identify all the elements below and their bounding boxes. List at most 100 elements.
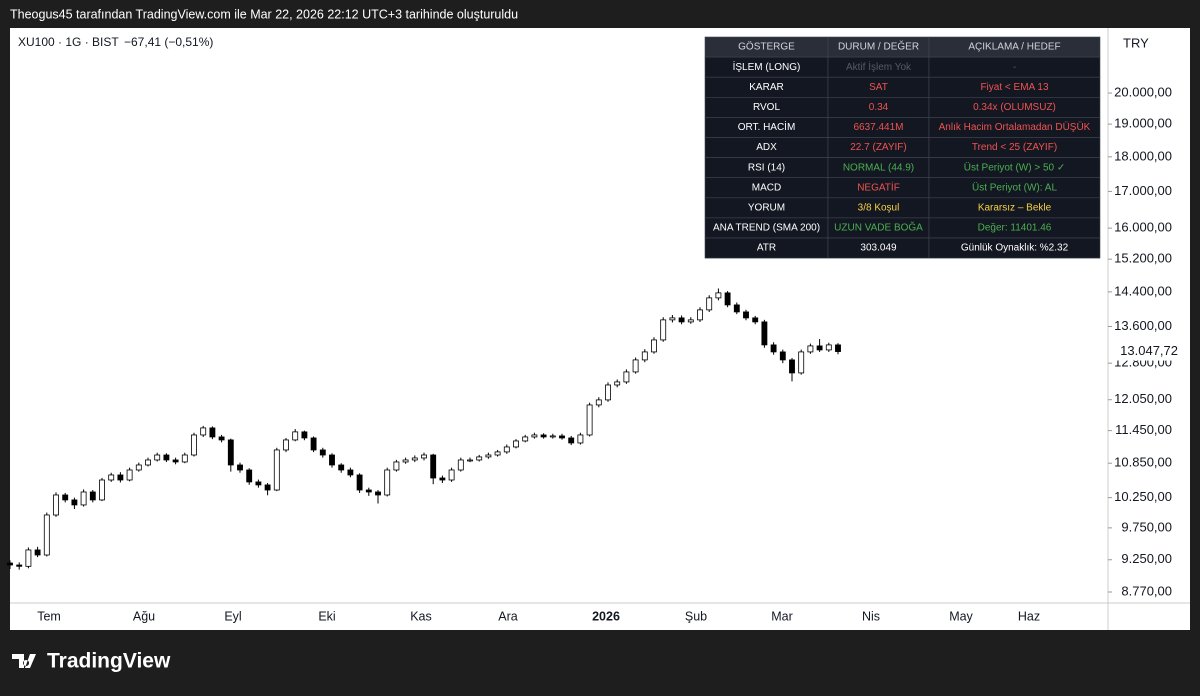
candle-body — [531, 434, 538, 438]
candle-body — [467, 459, 473, 462]
cell-text: SAT — [869, 82, 888, 93]
candle-body — [559, 435, 565, 439]
candle-body — [246, 469, 253, 483]
candle-body — [71, 499, 78, 506]
candle-body — [329, 454, 335, 466]
candle-body — [743, 311, 749, 319]
candle-body — [816, 345, 823, 351]
candle-body — [117, 474, 124, 481]
header-text: DURUM / DEĞER — [838, 40, 919, 53]
y-tick-label: 10.850,00 — [1114, 455, 1172, 470]
candle-body — [421, 454, 427, 459]
candle-body — [227, 439, 234, 466]
candle-body — [605, 384, 611, 401]
cell-text: 6637.441M — [853, 122, 903, 133]
candle-body — [310, 437, 317, 451]
x-tick-label: Kas — [410, 609, 432, 623]
last-price-bg — [1112, 342, 1188, 361]
y-tick-label: 20.000,00 — [1114, 85, 1172, 100]
cell-text: - — [1013, 62, 1016, 73]
candle-body — [807, 345, 814, 353]
cell-text: ATR — [757, 243, 776, 254]
candles — [7, 288, 841, 570]
candle-body — [798, 351, 805, 374]
candle-body — [411, 457, 418, 461]
candle-body — [770, 344, 777, 353]
cell-text: KARAR — [749, 82, 783, 93]
candle-body — [99, 479, 105, 501]
candle-body — [181, 454, 188, 463]
cell-text: 303.049 — [860, 243, 897, 254]
candle-body — [789, 359, 795, 374]
x-tick-label: Nis — [862, 609, 880, 623]
candle-body — [835, 344, 841, 352]
cell-text: Anlık Hacim Ortalamadan DÜŞÜK — [939, 121, 1091, 133]
cell-text: RSI (14) — [748, 162, 785, 173]
candle-body — [89, 491, 96, 501]
candle-body — [237, 464, 243, 471]
y-tick-label: 9.750,00 — [1121, 519, 1172, 534]
candle-body — [7, 562, 13, 566]
cell-text: Kararsız – Bekle — [978, 202, 1052, 213]
candle-body — [319, 449, 326, 456]
x-tick-label: Eki — [318, 609, 335, 623]
cell-text: Üst Periyot (W): AL — [972, 181, 1057, 193]
candle-body — [16, 564, 23, 567]
y-tick-label: 8.770,00 — [1121, 583, 1172, 598]
x-tick-label: 2026 — [592, 609, 620, 623]
y-tick-label: 17.000,00 — [1114, 183, 1172, 198]
cell-text: UZUN VADE BOĞA — [834, 221, 923, 234]
candle-body — [62, 494, 69, 501]
x-tick-label: Tem — [37, 609, 61, 623]
candle-body — [697, 309, 703, 321]
candle-body — [283, 439, 289, 451]
candle-body — [586, 404, 593, 436]
x-tick-label: Mar — [771, 609, 793, 623]
candle-body — [522, 436, 529, 442]
candle-body — [163, 454, 170, 461]
cell-text: 0.34 — [869, 102, 889, 113]
last-price-label: 13.047,72 — [1120, 343, 1178, 358]
y-tick-label: 14.400,00 — [1114, 283, 1172, 298]
candle-body — [264, 484, 271, 491]
candle-body — [577, 434, 584, 444]
candle-body — [733, 304, 740, 313]
candle-body — [356, 474, 363, 491]
table-cell — [928, 237, 1101, 259]
candle-body — [273, 449, 280, 491]
candle-body — [292, 431, 299, 441]
logo: TradingView — [12, 650, 171, 673]
candle-body — [457, 459, 464, 471]
candle-body — [34, 549, 41, 556]
cell-text: NEGATİF — [857, 180, 900, 193]
candle-body — [255, 481, 262, 486]
candle-body — [660, 319, 667, 341]
candle-body — [384, 469, 391, 496]
candle-body — [513, 440, 519, 448]
candle-body — [485, 454, 492, 458]
y-tick-label: 10.250,00 — [1114, 489, 1172, 504]
cell-text: ANA TREND (SMA 200) — [713, 223, 820, 234]
caption: Theogus45 tarafından TradingView.com ile… — [10, 7, 518, 21]
cell-text: ORT. HACİM — [738, 120, 796, 133]
cell-text: Trend < 25 (ZAYIF) — [972, 142, 1057, 153]
cell-text: İŞLEM (LONG) — [733, 60, 801, 73]
cell-text: NORMAL (44.9) — [843, 162, 914, 173]
candle-body — [347, 469, 354, 476]
candle-body — [476, 456, 483, 461]
candle-body — [218, 436, 225, 441]
candle-body — [200, 427, 207, 436]
cell-text: Günlük Oynaklık: %2.32 — [961, 243, 1069, 254]
candle-body — [595, 399, 602, 406]
candle-body — [154, 454, 161, 461]
symbol: XU100 · 1G · BIST — [18, 35, 119, 49]
y-tick-label: 16.000,00 — [1114, 220, 1172, 235]
y-tick-label: 13.600,00 — [1114, 318, 1172, 333]
cell-text: Aktif İşlem Yok — [846, 60, 912, 73]
candle-body — [209, 427, 216, 438]
candle-body — [715, 292, 722, 299]
candle-body — [641, 351, 648, 361]
candle-body — [53, 494, 59, 516]
